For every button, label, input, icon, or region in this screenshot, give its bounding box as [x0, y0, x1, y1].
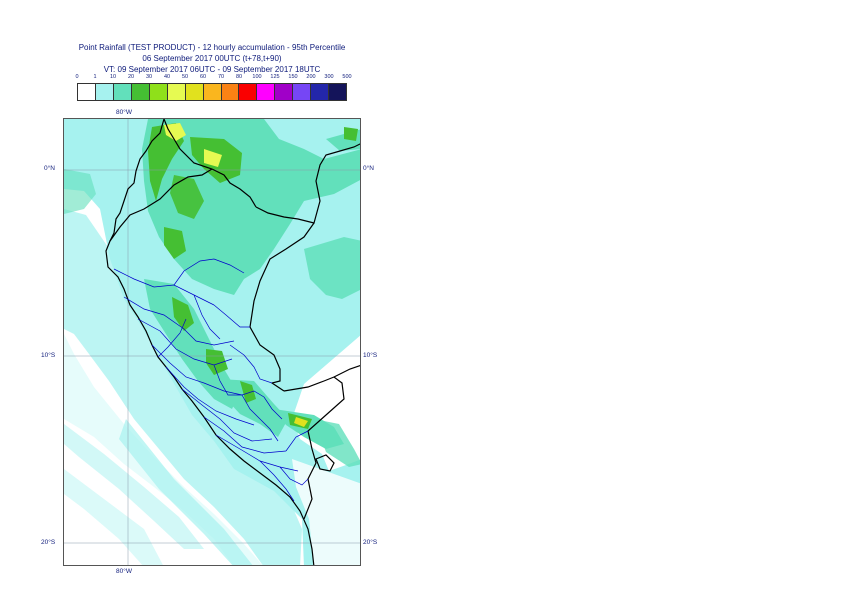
- rainfall-area-lime: [164, 123, 186, 141]
- rainfall-area-light: [64, 209, 302, 565]
- legend-swatch: [329, 84, 347, 100]
- legend-tick-label: 30: [145, 74, 153, 80]
- rainfall-area-green: [240, 381, 256, 403]
- legend-tick-label: 60: [199, 74, 207, 80]
- legend-swatch: [275, 84, 294, 100]
- rainfall-area-teal: [64, 169, 96, 214]
- longitude-label-top: 80°W: [116, 109, 132, 116]
- legend-swatch: [78, 84, 96, 100]
- rainfall-area-lime: [204, 149, 222, 167]
- legend-tick-label: 100: [252, 74, 262, 80]
- latitude-label-10s-right: 10°S: [363, 352, 378, 359]
- rainfall-map: [63, 118, 361, 566]
- latitude-label-10s-left: 10°S: [41, 352, 56, 359]
- legend-tick-label: 1: [93, 74, 97, 80]
- legend-swatch: [311, 84, 330, 100]
- legend-swatch: [221, 84, 240, 100]
- legend-swatch: [239, 84, 258, 100]
- legend-swatch: [257, 84, 276, 100]
- legend-tick-label: 500: [342, 74, 352, 80]
- legend-tick-label: 125: [270, 74, 280, 80]
- legend-tick-labels: 0 1 10 20 30 40 50 60 70 80 100 125 150 200 300 500: [75, 74, 351, 83]
- rainfall-map-svg: [64, 119, 360, 565]
- rainfall-area-teal: [144, 279, 239, 409]
- title-line-2: 06 September 2017 00UTC (t+78,t+90): [142, 54, 282, 63]
- rainfall-area-lime: [294, 417, 308, 427]
- rainfall-area-light: [119, 419, 253, 565]
- border-ecuador-peru: [109, 168, 213, 242]
- rainfall-area-teal: [314, 419, 360, 467]
- lake-titicaca: [315, 454, 335, 472]
- legend-tick-label: 40: [163, 74, 171, 80]
- rainfall-area-teal: [142, 119, 360, 295]
- legend-swatch: [131, 84, 150, 100]
- rainfall-area-green: [164, 227, 186, 259]
- latitude-label-0n-left: 0°N: [44, 165, 55, 172]
- color-legend: [77, 83, 347, 101]
- legend-swatch: [95, 84, 114, 100]
- legend-swatch: [293, 84, 312, 100]
- rainfall-area-light: [64, 424, 204, 549]
- map-graticule: [64, 119, 360, 565]
- legend-swatch: [149, 84, 168, 100]
- legend-tick-label: 0: [75, 74, 79, 80]
- coastline: [105, 119, 315, 565]
- border-colombia-brazil: [255, 143, 360, 224]
- rainfall-area-green: [172, 297, 194, 331]
- legend-tick-label: 150: [288, 74, 298, 80]
- rainfall-area-light: [64, 469, 163, 565]
- title-line-3: VT: 09 September 2017 06UTC - 09 Septemb…: [103, 65, 321, 74]
- legend-tick-label: 10: [109, 74, 117, 80]
- legend-tick-label: 80: [235, 74, 243, 80]
- legend-swatch: [203, 84, 222, 100]
- legend-tick-label: 300: [324, 74, 334, 80]
- rainfall-area-green: [148, 123, 184, 201]
- legend-swatch: [185, 84, 204, 100]
- legend-tick-label: 70: [217, 74, 225, 80]
- rainfall-area-teal: [304, 237, 360, 299]
- latitude-label-20s-right: 20°S: [363, 539, 378, 546]
- legend-swatch: [113, 84, 132, 100]
- rainfall-area-green: [170, 175, 204, 219]
- legend-swatch: [167, 84, 186, 100]
- regional-boundaries: [113, 258, 309, 502]
- chart-title: Point Rainfall (TEST PRODUCT) - 12 hourl…: [62, 42, 362, 75]
- rainfall-area-green: [206, 349, 228, 375]
- rainfall-field: [64, 119, 360, 565]
- title-line-1: Point Rainfall (TEST PRODUCT) - 12 hourl…: [78, 43, 346, 52]
- legend-tick-label: 50: [181, 74, 189, 80]
- border-bolivia-brazil: [333, 365, 360, 378]
- rainfall-area-green: [344, 127, 358, 141]
- longitude-label-bottom: 80°W: [116, 568, 132, 575]
- latitude-label-20s-left: 20°S: [41, 539, 56, 546]
- legend-tick-label: 20: [127, 74, 135, 80]
- latitude-label-0n-right: 0°N: [363, 165, 374, 172]
- rainfall-area-light: [64, 119, 360, 565]
- legend-tick-label: 200: [306, 74, 316, 80]
